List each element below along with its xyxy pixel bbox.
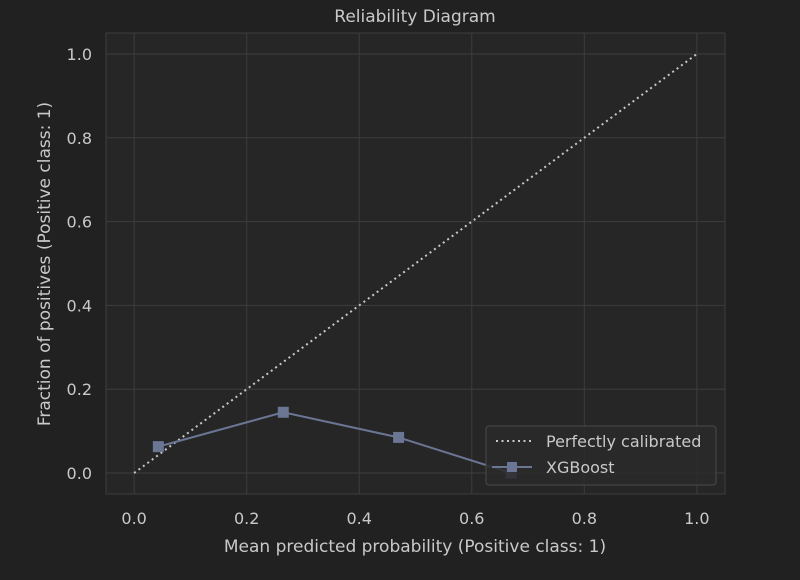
y-tick-labels: 0.0 0.2 0.4 0.6 0.8 1.0 (67, 45, 92, 483)
x-axis-label: Mean predicted probability (Positive cla… (224, 537, 606, 557)
data-point-xgboost (152, 441, 164, 453)
grid-lines (106, 33, 725, 494)
plot-area (105, 32, 726, 495)
series-line-xgboost (158, 411, 512, 474)
legend: Perfectly calibrated XGBoost (485, 425, 717, 486)
legend-swatch-xgboost-marker (507, 462, 517, 472)
y-tick-label: 0.2 (67, 380, 92, 399)
y-tick-label: 0.6 (67, 213, 92, 232)
chart-title: Reliability Diagram (334, 7, 495, 27)
data-point-xgboost (393, 431, 405, 443)
x-tick-label: 1.0 (684, 509, 709, 528)
y-tick-label: 1.0 (67, 45, 92, 64)
y-axis-label: Fraction of positives (Positive class: 1… (35, 102, 55, 426)
legend-label-perfectly-calibrated: Perfectly calibrated (546, 432, 701, 451)
series-line-perfectly-calibrated (133, 53, 698, 474)
legend-label-xgboost: XGBoost (546, 458, 615, 477)
y-tick-label: 0.0 (67, 464, 92, 483)
x-tick-label: 0.4 (347, 509, 372, 528)
data-point-xgboost (277, 406, 289, 418)
x-tick-label: 0.2 (234, 509, 259, 528)
legend-box (485, 425, 717, 486)
y-tick-label: 0.8 (67, 129, 92, 148)
x-tick-label: 0.8 (572, 509, 597, 528)
x-tick-labels: 0.0 0.2 0.4 0.6 0.8 1.0 (121, 509, 709, 528)
y-tick-label: 0.4 (67, 296, 92, 315)
x-tick-label: 0.0 (121, 509, 146, 528)
x-tick-label: 0.6 (459, 509, 484, 528)
